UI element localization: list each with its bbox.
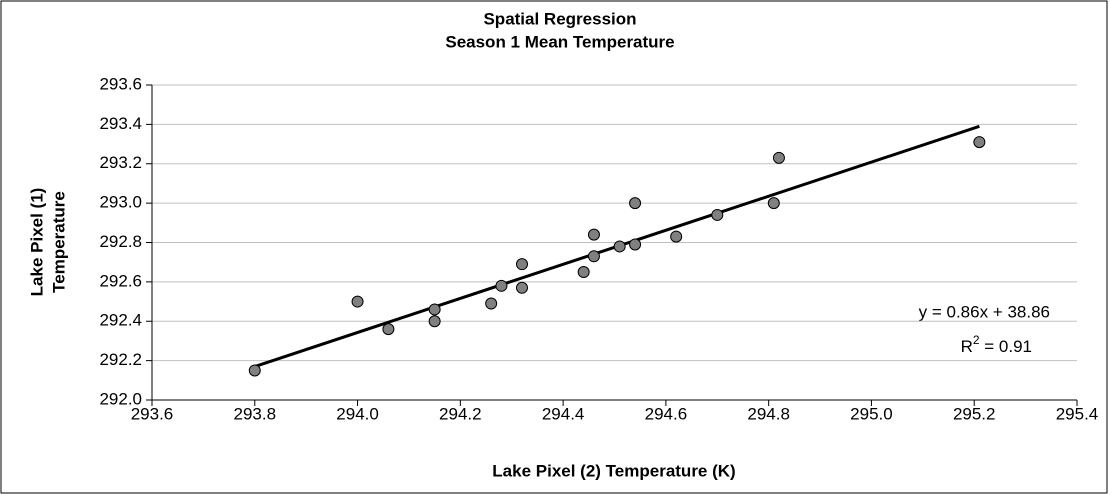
- r-squared: R2 = 0.91: [961, 333, 1032, 356]
- x-tick-label: 293.6: [131, 404, 174, 423]
- data-point: [711, 208, 724, 221]
- data-point: [613, 240, 626, 253]
- data-point: [351, 295, 364, 308]
- data-point: [587, 250, 600, 263]
- x-tick-label: 294.2: [439, 404, 482, 423]
- data-point: [670, 230, 683, 243]
- x-tick-label: 294.6: [645, 404, 688, 423]
- chart-title: Spatial Regression: [483, 9, 636, 28]
- data-point: [248, 364, 261, 377]
- x-tick-label: 294.0: [336, 404, 379, 423]
- data-point: [485, 297, 498, 310]
- x-tick-label: 294.8: [747, 404, 790, 423]
- y-tick-label: 293.4: [99, 114, 142, 133]
- y-tick-label: 292.4: [99, 311, 142, 330]
- x-tick-label: 293.8: [234, 404, 277, 423]
- y-tick-label: 292.0: [99, 389, 142, 408]
- x-axis-title: Lake Pixel (2) Temperature (K): [492, 461, 735, 480]
- data-point: [973, 136, 986, 149]
- data-point: [767, 197, 780, 210]
- y-tick-label: 292.8: [99, 232, 142, 251]
- data-point: [428, 303, 441, 316]
- data-point: [382, 323, 395, 336]
- r-squared-part: = 0.91: [980, 337, 1032, 356]
- x-tick-label: 295.2: [953, 404, 996, 423]
- data-point: [516, 258, 528, 271]
- data-point: [495, 279, 508, 292]
- data-point: [629, 238, 642, 251]
- y-axis-title: Temperature: [49, 191, 68, 293]
- r-squared-part: R: [961, 337, 973, 356]
- y-tick-label: 293.2: [99, 153, 142, 172]
- x-tick-label: 294.4: [542, 404, 585, 423]
- y-tick-label: 293.0: [99, 193, 142, 212]
- x-tick-label: 295.4: [1056, 404, 1099, 423]
- trend-equation: y = 0.86x + 38.86: [919, 302, 1050, 321]
- data-point: [516, 281, 528, 294]
- data-point: [428, 315, 441, 328]
- data-point: [577, 266, 590, 279]
- y-tick-label: 293.6: [99, 74, 142, 93]
- y-tick-label: 292.6: [99, 271, 142, 290]
- data-point: [629, 197, 642, 210]
- data-point: [772, 151, 785, 164]
- chart-subtitle: Season 1 Mean Temperature: [445, 32, 674, 51]
- y-tick-label: 292.2: [99, 350, 142, 369]
- data-point: [587, 228, 600, 241]
- y-axis-title: Lake Pixel (1): [27, 188, 46, 297]
- x-tick-label: 295.0: [850, 404, 893, 423]
- r-squared-part: 2: [973, 333, 980, 347]
